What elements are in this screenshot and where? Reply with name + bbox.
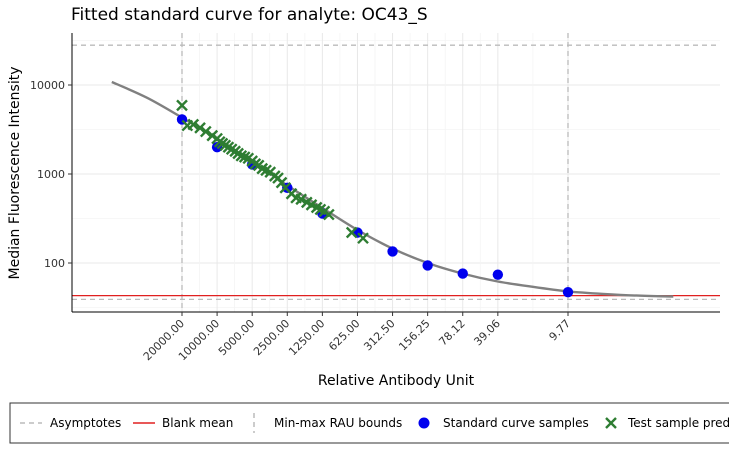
test-point — [345, 226, 358, 239]
test-point — [199, 125, 212, 138]
legend-label-blank-mean: Blank mean — [162, 416, 233, 430]
standard-point — [457, 268, 468, 279]
y-tick-label: 10000 — [30, 79, 65, 92]
test-point — [238, 151, 251, 163]
x-tick-label: 9.77 — [547, 317, 574, 344]
test-point — [187, 118, 200, 131]
y-ticks: 100 1000 10000 — [30, 79, 72, 270]
points-layer — [176, 99, 574, 298]
legend-label-standard: Standard curve samples — [443, 416, 589, 430]
test-point — [249, 158, 262, 170]
test-point — [176, 99, 188, 112]
test-point — [235, 149, 248, 162]
legend-label-asymptotes: Asymptotes — [50, 416, 121, 430]
legend-key-test — [605, 417, 617, 429]
x-ticks: 20000.0010000.005000.002500.001250.00625… — [141, 312, 573, 363]
x-tick-label: 2500.00 — [251, 317, 292, 358]
grid — [72, 33, 720, 312]
legend-label-test: Test sample predictions — [627, 416, 729, 430]
test-point — [194, 122, 206, 134]
reference-lines — [72, 33, 720, 312]
x-tick-label: 156.25 — [396, 317, 432, 353]
y-tick-label: 100 — [44, 257, 65, 270]
test-point — [295, 193, 308, 206]
x-tick-label: 625.00 — [326, 317, 362, 353]
x-axis-title: Relative Antibody Unit — [318, 373, 475, 389]
chart-title: Fitted standard curve for analyte: OC43_… — [71, 5, 428, 25]
standard-point — [422, 260, 433, 271]
standard-point — [492, 269, 504, 280]
standard-point — [387, 246, 398, 257]
x-tick-label: 1250.00 — [286, 317, 327, 358]
y-axis-title: Median Fluorescence Intensity — [7, 67, 23, 280]
standard-point — [562, 286, 574, 298]
x-tick-label: 39.06 — [471, 317, 502, 348]
test-point — [322, 208, 335, 221]
legend-box — [9, 402, 729, 444]
legend: Asymptotes Blank mean Min-max RAU bounds… — [9, 402, 729, 444]
legend-label-bounds: Min-max RAU bounds — [274, 416, 402, 430]
test-point — [357, 232, 369, 245]
x-tick-label: 312.50 — [361, 317, 397, 353]
x-tick-label: 5000.00 — [216, 317, 257, 358]
x-tick-label: 78.12 — [436, 317, 467, 348]
y-tick-label: 1000 — [37, 168, 65, 181]
legend-key-standard — [418, 417, 430, 429]
